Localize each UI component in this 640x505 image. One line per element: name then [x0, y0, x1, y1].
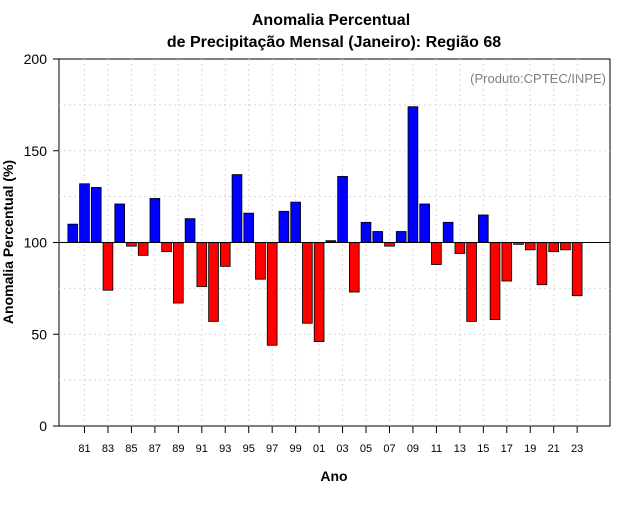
chart-title-line1: Anomalia Percentual: [252, 12, 410, 29]
bar-23: [560, 242, 571, 251]
x-tick-label: 23: [571, 443, 583, 455]
bar-17: [489, 242, 501, 320]
y-tick-label: 150: [24, 143, 48, 159]
bar-00: [290, 201, 301, 243]
bar-02: [313, 242, 325, 342]
bar-91: [184, 218, 196, 243]
bar-96: [243, 212, 255, 243]
x-tick-label: 11: [431, 443, 442, 455]
bar-90: [173, 242, 184, 304]
y-tick-label: 0: [39, 418, 47, 434]
x-tick-label: 83: [102, 443, 114, 455]
x-tick-label: 03: [336, 443, 348, 455]
x-tick-label: 99: [290, 443, 302, 455]
bar-13: [442, 221, 454, 243]
bar-93: [208, 242, 219, 322]
bar-18: [501, 242, 513, 282]
y-tick-label: 50: [31, 326, 47, 342]
x-tick-label: 89: [172, 443, 184, 455]
bar-95: [231, 174, 243, 243]
x-tick-label: 95: [243, 443, 255, 455]
bar-05: [348, 242, 360, 293]
x-tick-label: 05: [360, 443, 372, 455]
bar-12: [431, 242, 442, 265]
bar-84: [102, 242, 114, 291]
chart-title-line2: de Precipitação Mensal (Janeiro): Região…: [167, 34, 501, 51]
x-tick-label: 15: [477, 443, 489, 455]
x-tick-label: 21: [548, 443, 560, 455]
bar-24: [571, 242, 583, 297]
y-tick-label: 200: [24, 51, 48, 67]
bars-layer: [67, 106, 583, 346]
bar-87: [137, 242, 149, 256]
x-tick-label: 85: [125, 443, 137, 455]
grid-layer: [59, 59, 610, 426]
x-tick-label: 97: [266, 443, 278, 455]
x-tick-label: 81: [78, 443, 90, 455]
bar-20: [524, 242, 536, 251]
bar-85: [114, 203, 125, 243]
bar-86: [126, 242, 137, 247]
bar-82: [79, 183, 90, 243]
bar-22: [548, 242, 559, 253]
bar-97: [255, 242, 266, 280]
bar-10: [407, 106, 419, 243]
bar-89: [161, 242, 172, 253]
bar-99: [278, 210, 290, 243]
bar-07: [372, 231, 384, 243]
bar-11: [419, 203, 430, 243]
bar-15: [466, 242, 477, 322]
bar-81: [67, 223, 79, 243]
credit-label: (Produto:CPTEC/INPE): [470, 71, 606, 86]
bar-01: [302, 242, 313, 324]
bar-09: [395, 231, 407, 243]
x-tick-label: 17: [501, 443, 513, 455]
axes-layer: 0 50 100 150 200 81 83 85 87 89 91 93 95 97 99 01 03 05 07…: [24, 51, 610, 455]
bar-16: [478, 214, 489, 243]
x-tick-label: 01: [313, 443, 325, 455]
x-tick-label: 19: [524, 443, 536, 455]
bar-98: [266, 242, 278, 346]
x-tick-label: 91: [196, 443, 208, 455]
x-tick-label: 13: [454, 443, 466, 455]
bar-83: [90, 187, 102, 243]
y-tick-label: 100: [24, 235, 48, 251]
x-tick-label: 07: [383, 443, 395, 455]
x-tick-label: 93: [219, 443, 231, 455]
bar-06: [360, 221, 372, 243]
bar-14: [454, 242, 466, 254]
bar-04: [337, 176, 348, 243]
bar-92: [196, 242, 208, 287]
x-tick-label: 87: [149, 443, 161, 455]
bar-94: [219, 242, 231, 267]
y-axis-title: Anomalia Percentual (%): [0, 160, 16, 324]
bar-08: [384, 242, 395, 247]
x-tick-label: 09: [407, 443, 419, 455]
bar-88: [149, 198, 161, 243]
x-axis-title: Ano: [320, 468, 347, 484]
bar-21: [536, 242, 548, 286]
